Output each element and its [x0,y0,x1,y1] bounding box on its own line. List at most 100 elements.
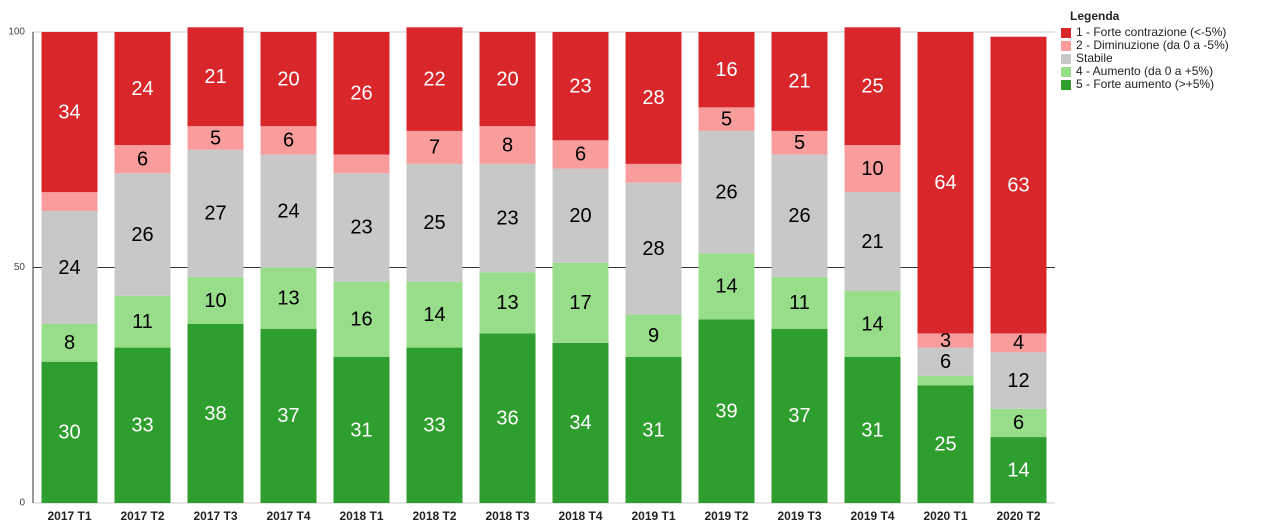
bar-segment [114,295,171,348]
bar-segment [771,130,828,155]
bar-segment [917,333,974,348]
bar-segment [917,32,974,334]
bar-segment [552,32,609,141]
data-label: 7 [429,137,440,159]
data-label: 25 [934,433,956,455]
data-label: 20 [496,68,518,90]
data-label: 31 [350,419,372,441]
bar-segment [479,272,536,334]
x-tick-label: 2018 T3 [485,509,529,523]
x-tick-label: 2018 T1 [339,509,383,523]
bar-segment [333,173,390,282]
bar-segment [41,32,98,193]
legend-swatch [1061,54,1071,64]
data-label: 21 [788,71,810,93]
data-label: 38 [204,403,226,425]
data-label: 30 [58,422,80,444]
bar-segment [260,328,317,503]
data-label: 6 [940,351,951,373]
legend-swatch [1061,28,1071,38]
bar-segment [187,149,244,277]
legend-label: 5 - Forte aumento (>+5%) [1076,77,1214,91]
data-label: 13 [277,287,299,309]
data-label: 11 [132,311,153,333]
bar-segment [917,385,974,503]
bar-segment [114,145,171,174]
bar-segment [698,32,755,108]
bar-segment [990,408,1047,438]
data-label: 24 [277,200,299,222]
bar-segment [625,182,682,315]
x-tick-label: 2017 T3 [193,509,237,523]
bar-segment [625,32,682,164]
bar-segment [625,314,682,357]
x-tick-label: 2019 T1 [631,509,675,523]
bar-segment [771,328,828,503]
data-label: 10 [861,158,883,180]
bar-segment [990,352,1047,409]
x-tick-label: 2018 T4 [558,509,602,523]
bar-segment [41,361,98,503]
bar-segment [917,375,974,386]
bar-segment [698,130,755,254]
bar-segment [844,192,901,292]
legend-swatch [1061,67,1071,77]
bar-segment [260,126,317,155]
data-label: 25 [861,75,883,97]
bar-segment [114,347,171,503]
bar-segment [552,342,609,503]
data-label: 14 [423,304,445,326]
legend-title: Legenda [1070,9,1120,23]
data-label: 37 [788,405,810,427]
bar-segment [260,267,317,329]
bar-segment [698,319,755,503]
data-label: 21 [861,231,883,253]
data-label: 34 [569,412,591,434]
data-label: 12 [1007,370,1029,392]
data-label: 28 [642,87,664,109]
data-label: 64 [934,172,956,194]
data-label: 36 [496,408,518,430]
data-label: 14 [861,313,883,335]
bar-segment [990,36,1047,334]
bar-segment [552,262,609,343]
data-label: 20 [569,205,591,227]
y-tick-label: 100 [8,27,25,38]
data-label: 33 [131,415,153,437]
data-label: 11 [789,292,810,314]
bar-segment [844,27,901,146]
data-label: 26 [788,205,810,227]
data-label: 6 [1013,412,1024,434]
data-label: 8 [502,134,513,156]
bar-segment [844,145,901,193]
bar-segment [41,210,98,325]
data-label: 26 [350,83,372,105]
x-tick-label: 2019 T4 [850,509,894,523]
bar-segment [260,32,317,127]
data-label: 23 [496,207,518,229]
legend-label: Stabile [1076,51,1113,65]
data-label: 5 [721,108,732,130]
data-label: 14 [1007,459,1029,481]
bar-segment [771,32,828,131]
data-label: 26 [715,181,737,203]
data-label: 14 [715,276,737,298]
data-label: 6 [575,144,586,166]
bar-segment [552,140,609,169]
legend-label: 2 - Diminuzione (da 0 a -5%) [1076,38,1229,52]
x-tick-label: 2017 T1 [47,509,91,523]
bar-segment [333,154,390,174]
data-label: 3 [940,330,951,352]
bar-segment [479,163,536,273]
bar-segment [698,107,755,131]
bar-segment [844,356,901,503]
data-label: 6 [283,130,294,152]
legend-label: 1 - Forte contrazione (<-5%) [1076,25,1226,39]
data-label: 5 [794,132,805,154]
x-tick-label: 2020 T1 [923,509,967,523]
data-label: 13 [496,292,518,314]
data-label: 31 [642,419,664,441]
data-label: 37 [277,405,299,427]
data-label: 17 [569,292,591,314]
data-label: 4 [1013,332,1024,354]
